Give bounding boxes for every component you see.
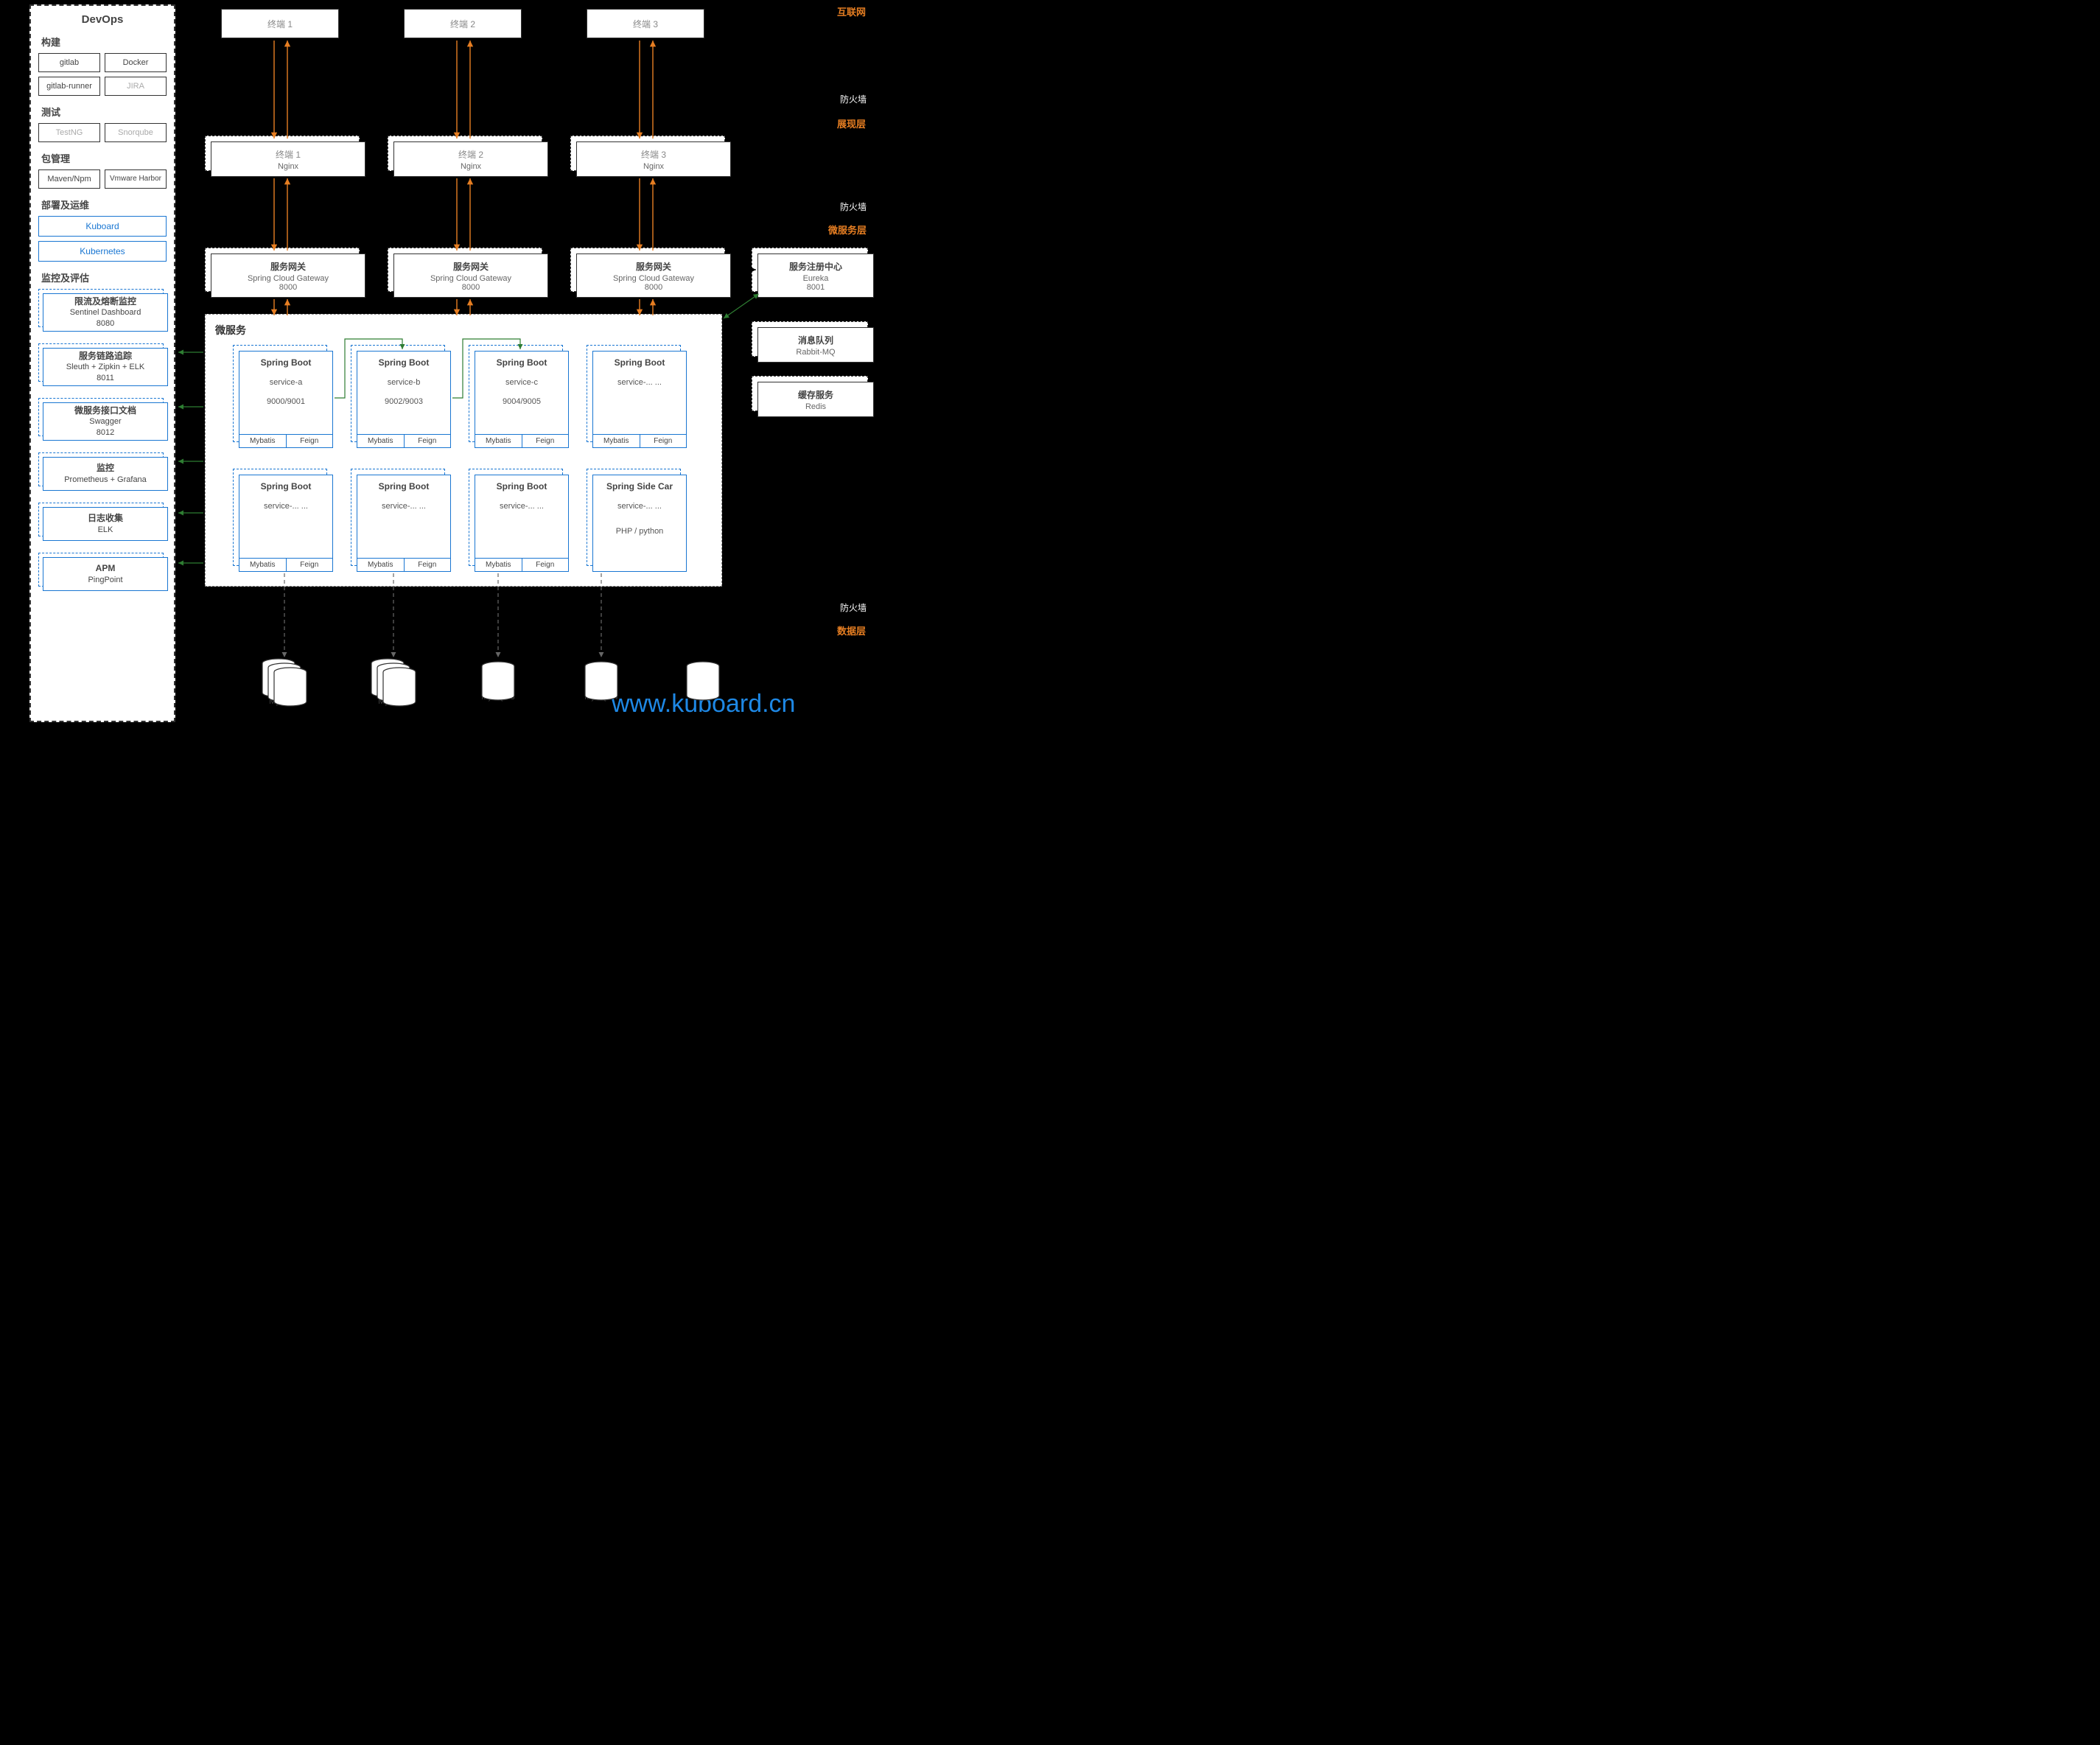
mon-elk: 日志收集 ELK — [43, 507, 168, 541]
ms-sidecar: Spring Side Carservice-... ...PHP / pyth… — [592, 475, 687, 572]
cell-sonarqube: Snorqube — [105, 123, 167, 142]
gateway-1: 服务网关Spring Cloud Gateway8000 — [211, 253, 365, 298]
mon-sleuth: 服务链路追踪 Sleuth + Zipkin + ELK 8011 — [43, 348, 168, 386]
gateway-3: 服务网关Spring Cloud Gateway8000 — [576, 253, 731, 298]
cell-gitlab: gitlab — [38, 53, 100, 72]
mon-prom: 监控 Prometheus + Grafana — [43, 457, 168, 491]
layer-internet: 互联网 — [837, 4, 866, 18]
cell-kuboard: Kuboard — [38, 216, 167, 237]
cell-maven: Maven/Npm — [38, 169, 100, 189]
pkg-heading: 包管理 — [41, 151, 174, 165]
db-mysql2-label: MySQL 2 — [373, 697, 417, 706]
mon-apm: APM PingPoint — [43, 557, 168, 591]
mon-sentinel: 限流及熔断监控 Sentinel Dashboard 8080 — [43, 293, 168, 332]
ms-b: Spring Bootservice-b9002/9003 MybatisFei… — [357, 351, 451, 448]
layer-microservices: 微服务层 — [828, 223, 867, 237]
mq: 消息队列Rabbit-MQ — [757, 327, 874, 363]
monitor-heading: 监控及评估 — [41, 270, 174, 284]
db-mysql3-label: MySQL 3 — [476, 693, 520, 702]
build-heading: 构建 — [41, 35, 174, 49]
layer-firewall-1: 防火墙 — [837, 91, 869, 107]
cache: 缓存服务Redis — [757, 382, 874, 417]
ms-d: Spring Bootservice-... ... MybatisFeign — [592, 351, 687, 448]
registry: 服务注册中心Eureka8001 — [757, 253, 874, 298]
watermark: www.kuboard.cn — [612, 690, 795, 718]
cell-testng: TestNG — [38, 123, 100, 142]
ms-f: Spring Bootservice-... ... MybatisFeign — [357, 475, 451, 572]
devops-panel: DevOps 构建 gitlab Docker gitlab-runner JIRA… — [29, 4, 175, 722]
ms-g: Spring Bootservice-... ... MybatisFeign — [475, 475, 569, 572]
ms-a: Spring Bootservice-a9000/9001 MybatisFei… — [239, 351, 333, 448]
layer-firewall-3: 防火墙 — [837, 600, 869, 615]
mon-swagger: 微服务接口文档 Swagger 8012 — [43, 402, 168, 441]
cell-jira: JIRA — [105, 77, 167, 96]
cell-harbor: Vmware Harbor — [105, 169, 167, 189]
cell-gitlab-runner: gitlab-runner — [38, 77, 100, 96]
terminal-2: 终端 2 — [404, 9, 522, 38]
ms-c: Spring Bootservice-c9004/9005 MybatisFei… — [475, 351, 569, 448]
terminal-1: 终端 1 — [221, 9, 339, 38]
nginx-3: 终端 3Nginx — [576, 141, 731, 177]
deploy-heading: 部署及运维 — [41, 197, 174, 211]
devops-title: DevOps — [31, 6, 174, 26]
layer-presentation: 展现层 — [837, 116, 866, 130]
test-heading: 测试 — [41, 105, 174, 119]
layer-firewall-2: 防火墙 — [837, 199, 869, 214]
gateway-2: 服务网关Spring Cloud Gateway8000 — [393, 253, 548, 298]
layer-data: 数据层 — [837, 623, 866, 637]
cell-docker: Docker — [105, 53, 167, 72]
nginx-2: 终端 2Nginx — [393, 141, 548, 177]
terminal-3: 终端 3 — [587, 9, 704, 38]
microservice-title: 微服务 — [215, 323, 246, 338]
nginx-1: 终端 1Nginx — [211, 141, 365, 177]
db-mysql1-label: MySQL 1 — [264, 697, 308, 706]
cell-kubernetes: Kubernetes — [38, 241, 167, 262]
ms-e: Spring Bootservice-... ... MybatisFeign — [239, 475, 333, 572]
